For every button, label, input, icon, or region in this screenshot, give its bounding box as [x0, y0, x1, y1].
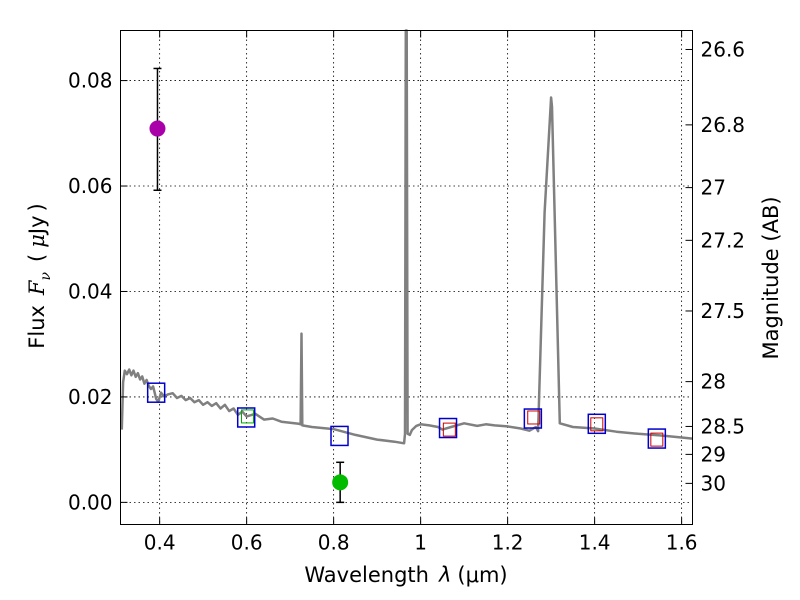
model-photometry-box — [647, 428, 667, 449]
x-tick-label: 1 — [414, 531, 427, 555]
y-axis-label-open-paren: ( — [25, 254, 49, 262]
x-tick-label: 0.4 — [144, 531, 176, 555]
model-photometry-boxes — [146, 382, 667, 449]
y-tick-label: 0.02 — [68, 385, 113, 409]
magnitude-tick-label: 30 — [701, 471, 726, 495]
inner-photometry-square — [241, 409, 255, 424]
y-axis-label-symbol: F — [25, 279, 49, 296]
x-axis-ticks: 0.4 0.6 0.8 1 1.2 1.4 1.6 — [144, 30, 698, 555]
y-axis-label-unit-mu: μ — [25, 234, 49, 248]
observed-photometry-point — [149, 120, 166, 137]
y-tick-label: 0.08 — [68, 69, 113, 93]
inner-photometry-square — [442, 422, 456, 437]
magnitude-tick-label: 26.8 — [701, 113, 746, 137]
magnitude-tick-label: 28 — [701, 370, 726, 394]
inner-photometry-square — [650, 432, 664, 447]
model-photometry-box — [587, 413, 607, 435]
model-photometry-box — [330, 425, 349, 447]
grid-lines — [120, 30, 693, 525]
model-photometry-box — [523, 408, 543, 429]
plot-frame — [120, 30, 693, 525]
y-tick-label: 0.04 — [68, 279, 113, 303]
x-tick-label: 1.4 — [579, 531, 611, 555]
x-axis-label-unit: (μm) — [457, 563, 507, 587]
magnitude-tick-label: 26.6 — [701, 37, 746, 61]
x-axis-label-prefix: Wavelength — [304, 563, 429, 587]
y-axis-label-close-paren: ) — [25, 203, 49, 211]
x-tick-label: 0.6 — [231, 531, 263, 555]
y-axis-ticks: 0.00 0.02 0.04 0.06 0.08 — [68, 69, 128, 514]
inner-photometry-square — [590, 417, 604, 432]
observed-photometry — [149, 67, 349, 504]
y-tick-label: 0.06 — [68, 174, 113, 198]
magnitude-axis-ticks: 26.6 26.8 27 27.2 27.5 28 28.5 29 30 — [685, 37, 746, 495]
model-sed-line — [120, 29, 693, 445]
model-photometry-box — [146, 382, 166, 403]
magnitude-tick-label: 28.5 — [701, 414, 746, 438]
y-axis-label-unit-jy: Jy — [25, 215, 49, 236]
x-tick-label: 1.2 — [492, 531, 524, 555]
x-axis-label-symbol: λ — [438, 563, 451, 587]
y-axis-label-subscript: ν — [38, 271, 54, 280]
magnitude-tick-label: 27 — [701, 176, 726, 200]
y-axis-label-prefix: Flux — [25, 305, 49, 349]
x-tick-label: 0.8 — [318, 531, 350, 555]
model-sed-layer — [120, 29, 693, 445]
model-photometry-box — [438, 417, 458, 439]
magnitude-tick-label: 27.2 — [701, 228, 746, 252]
y-axis-label: Flux Fν ( μJy) — [25, 203, 54, 348]
observed-photometry-point — [332, 474, 349, 491]
magnitude-axis-label: Magnitude (AB) — [759, 196, 783, 359]
x-axis-label: Wavelength λ (μm) — [304, 563, 507, 587]
inner-photometry-square — [527, 410, 541, 425]
y-tick-label: 0.00 — [68, 490, 113, 514]
model-photometry-box — [236, 407, 256, 428]
x-tick-label: 1.6 — [666, 531, 698, 555]
magnitude-tick-label: 27.5 — [701, 299, 746, 323]
magnitude-tick-label: 29 — [701, 442, 726, 466]
